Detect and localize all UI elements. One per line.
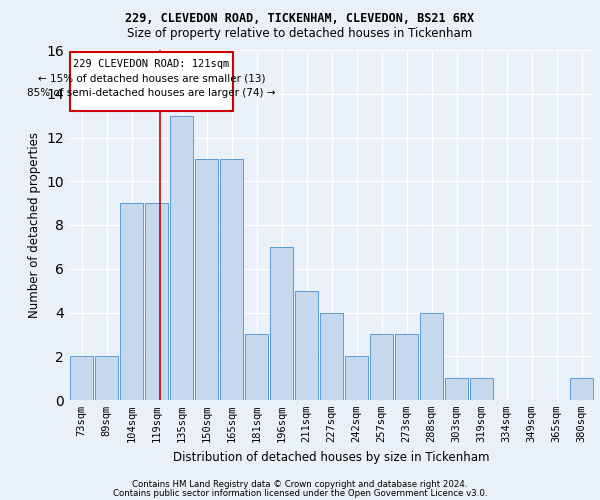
Bar [245,334,268,400]
Bar [445,378,469,400]
Text: ← 15% of detached houses are smaller (13): ← 15% of detached houses are smaller (13… [38,73,265,83]
Bar [370,334,394,400]
Text: Contains public sector information licensed under the Open Government Licence v3: Contains public sector information licen… [113,488,487,498]
Text: 85% of semi-detached houses are larger (74) →: 85% of semi-detached houses are larger (… [27,88,276,98]
Y-axis label: Number of detached properties: Number of detached properties [28,132,41,318]
Bar [470,378,493,400]
Bar [70,356,94,400]
Bar [194,160,218,400]
Bar [70,52,233,112]
X-axis label: Distribution of detached houses by size in Tickenham: Distribution of detached houses by size … [173,450,490,464]
Bar [569,378,593,400]
Bar [170,116,193,400]
Bar [295,290,319,400]
Bar [344,356,368,400]
Text: Contains HM Land Registry data © Crown copyright and database right 2024.: Contains HM Land Registry data © Crown c… [132,480,468,489]
Bar [320,312,343,400]
Bar [220,160,244,400]
Text: Size of property relative to detached houses in Tickenham: Size of property relative to detached ho… [127,28,473,40]
Text: 229, CLEVEDON ROAD, TICKENHAM, CLEVEDON, BS21 6RX: 229, CLEVEDON ROAD, TICKENHAM, CLEVEDON,… [125,12,475,26]
Bar [269,247,293,400]
Bar [145,203,169,400]
Text: 229 CLEVEDON ROAD: 121sqm: 229 CLEVEDON ROAD: 121sqm [73,58,230,68]
Bar [95,356,118,400]
Bar [119,203,143,400]
Bar [395,334,418,400]
Bar [419,312,443,400]
